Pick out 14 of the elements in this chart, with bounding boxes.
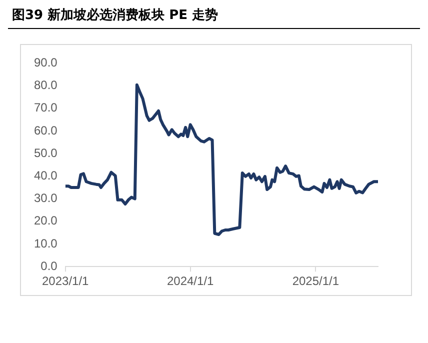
y-tick-label: 40.0: [34, 168, 58, 183]
x-tick-label: 2025/1/1: [292, 274, 340, 288]
x-tick-label: 2024/1/1: [166, 274, 214, 288]
y-tick-label: 70.0: [34, 100, 58, 115]
y-tick-label: 80.0: [34, 78, 58, 92]
y-tick-label: 90.0: [34, 56, 58, 70]
y-tick-label: 60.0: [34, 123, 58, 138]
y-tick-label: 20.0: [34, 214, 58, 228]
y-tick-label: 50.0: [34, 146, 58, 160]
y-tick-label: 30.0: [34, 191, 58, 206]
y-tick-label: 10.0: [34, 236, 58, 250]
chart-title: 图39 新加坡必选消费板块 PE 走势: [12, 6, 218, 24]
x-tick-label: 2023/1/1: [42, 274, 90, 288]
y-tick-label: 0.0: [40, 258, 58, 273]
